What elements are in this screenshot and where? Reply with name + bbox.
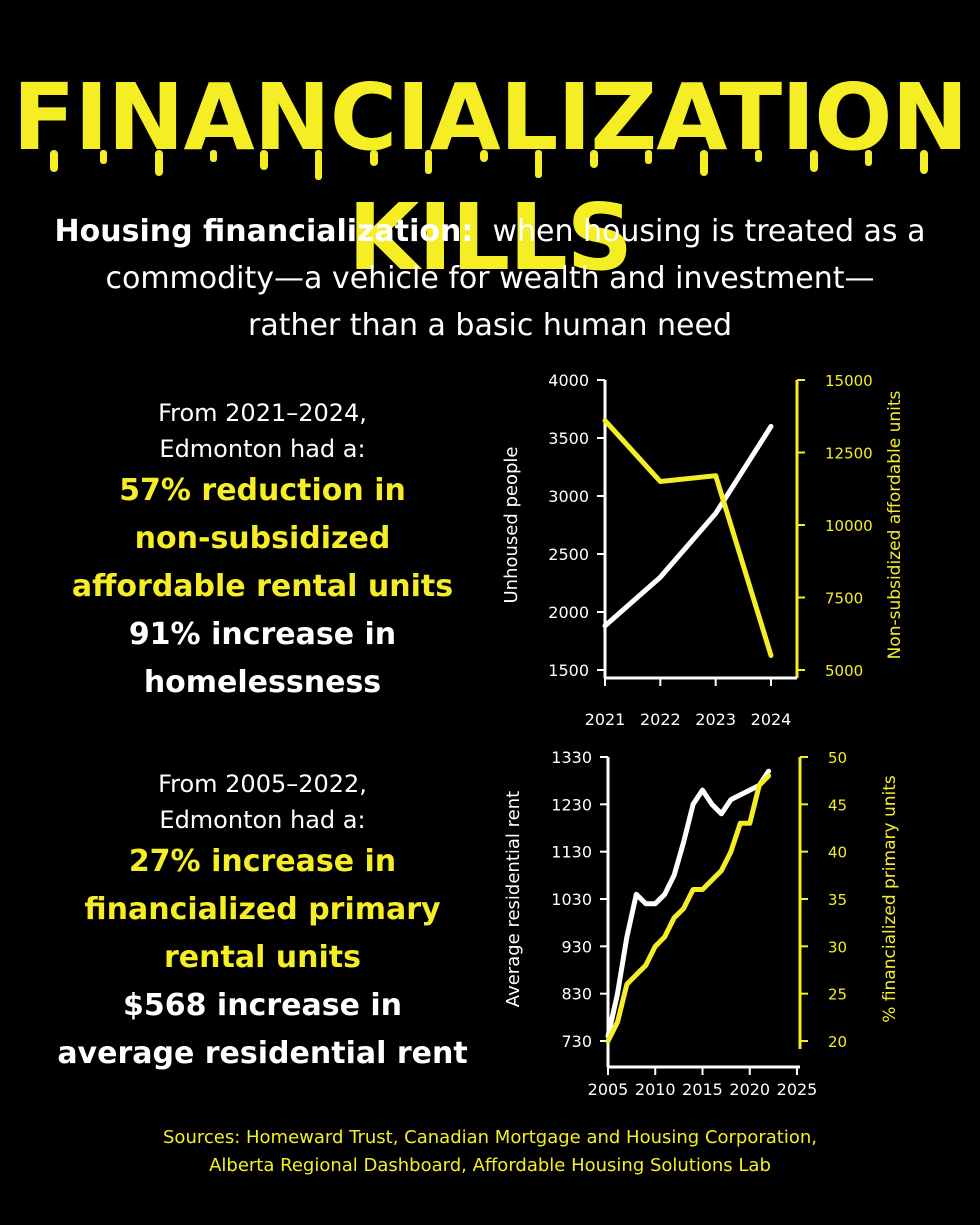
chart-rent-vs-financialized-units: 7308309301030113012301330202530354045502… (503, 748, 900, 1099)
definition-line-2: commodity—a vehicle for wealth and inves… (105, 261, 875, 296)
block1-highlight-3: affordable rental units (71, 569, 454, 604)
sources-line-1: Sources: Homeward Trust, Canadian Mortga… (163, 1127, 817, 1148)
chart1-right-tick-label: 10000 (825, 517, 873, 535)
block2-highlight-2: financialized primary (84, 892, 441, 927)
block1-highlight-1: 57% reduction in (119, 473, 406, 508)
chart1-right-axis-label: Non-subsidized affordable units (885, 391, 905, 660)
sources-line-2: Alberta Regional Dashboard, Affordable H… (209, 1155, 771, 1176)
chart1-left-tick-label: 2500 (548, 545, 589, 564)
chart1-x-tick-label: 2024 (751, 710, 792, 729)
chart1-series-line-left (602, 423, 774, 629)
definition-text: Housing financialization: when housing i… (40, 208, 940, 349)
chart2-left-tick-label: 1130 (551, 843, 592, 862)
block2-intro-2: Edmonton had a: (159, 806, 366, 834)
chart2-right-tick-label: 25 (828, 986, 847, 1004)
chart2-left-axis-label: Average residential rent (503, 791, 524, 1007)
chart2-series-line-left (605, 768, 772, 1039)
definition-term: Housing financialization: (54, 214, 474, 249)
chart2-right-tick-label: 45 (828, 796, 847, 814)
chart2-left-tick-label: 730 (561, 1032, 592, 1051)
chart1-series-line-right (602, 418, 774, 658)
chart2-x-tick-label: 2005 (588, 1080, 629, 1099)
block1-intro-1: From 2021–2024, (158, 399, 367, 427)
chart2-right-tick-label: 30 (828, 938, 847, 956)
chart1-right-tick-label: 5000 (825, 662, 863, 680)
stat-block-2005-2022: From 2005–2022, Edmonton had a: 27% incr… (40, 766, 485, 1078)
chart2-x-tick-label: 2015 (682, 1080, 723, 1099)
chart1-right-tick-label: 7500 (825, 590, 863, 608)
stat-block-2021-2024: From 2021–2024, Edmonton had a: 57% redu… (40, 395, 485, 707)
chart1-right-tick-label: 12500 (825, 445, 873, 463)
chart2-right-tick-label: 50 (828, 749, 847, 767)
chart-homelessness-vs-affordable-units: 1500 2000 2500 3000 3500 4000 5000 7500 10000 125… (501, 371, 905, 729)
chart1-right-tick-label: 15000 (825, 372, 873, 390)
chart2-left-tick-label: 830 (561, 985, 592, 1004)
block1-highlight-2: non-subsidized (134, 521, 391, 556)
chart1-left-tick-label: 4000 (548, 371, 589, 390)
chart2-left-tick-label: 1330 (551, 748, 592, 767)
chart2-right-tick-label: 40 (828, 844, 847, 862)
chart1-x-tick-label: 2023 (695, 710, 736, 729)
block2-intro-1: From 2005–2022, (158, 770, 367, 798)
chart2-right-tick-label: 35 (828, 891, 847, 909)
block2-stat-2: average residential rent (57, 1036, 468, 1071)
chart1-x-tick-label: 2022 (640, 710, 681, 729)
definition-line-1: when housing is treated as a (492, 214, 926, 249)
chart2-right-tick-label: 20 (828, 1033, 847, 1051)
chart1-left-tick-label: 1500 (548, 661, 589, 680)
chart2-x-tick-label: 2010 (635, 1080, 676, 1099)
chart2-left-tick-label: 930 (561, 937, 592, 956)
chart2-series-line-right (605, 773, 772, 1044)
chart2-right-axis-label: % financialized primary units (880, 775, 900, 1023)
chart2-x-tick-label: 2020 (729, 1080, 770, 1099)
drip-decoration (50, 150, 928, 180)
chart2-x-tick-label: 2025 (777, 1080, 818, 1099)
chart1-left-tick-label: 3500 (548, 429, 589, 448)
block2-stat-1: $568 increase in (122, 988, 403, 1023)
block1-intro-2: Edmonton had a: (159, 435, 366, 463)
chart1-x-tick-label: 2021 (585, 710, 626, 729)
chart1-left-axis-label: Unhoused people (501, 446, 522, 603)
block2-highlight-3: rental units (163, 940, 361, 975)
page-title: FINANCIALIZATION KILLS (12, 64, 968, 291)
definition-line-3: rather than a basic human need (247, 308, 733, 343)
sources-note: Sources: Homeward Trust, Canadian Mortga… (40, 1124, 940, 1180)
chart1-left-tick-label: 3000 (548, 487, 589, 506)
chart2-left-tick-label: 1030 (551, 890, 592, 909)
block1-stat-1: 91% increase in (128, 617, 397, 652)
block1-stat-2: homelessness (143, 665, 382, 700)
chart1-left-tick-label: 2000 (548, 603, 589, 622)
chart2-left-tick-label: 1230 (551, 795, 592, 814)
block2-highlight-1: 27% increase in (128, 844, 397, 879)
